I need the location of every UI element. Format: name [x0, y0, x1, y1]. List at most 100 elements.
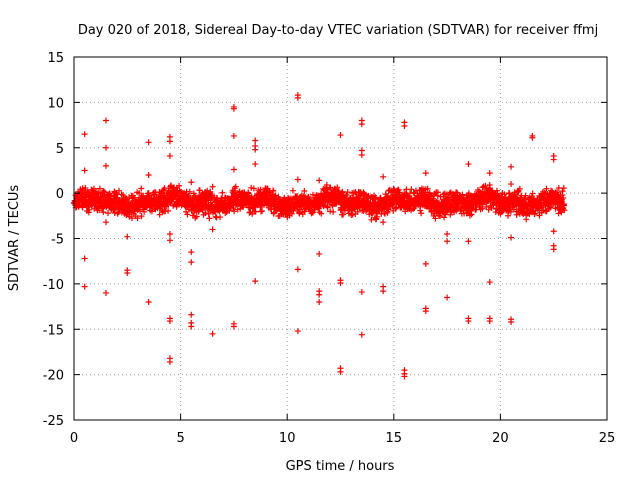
- data-point: [359, 196, 366, 203]
- data-point: [166, 152, 173, 159]
- data-point: [358, 121, 365, 128]
- data-point: [554, 189, 561, 196]
- data-point: [316, 291, 323, 298]
- data-point: [358, 152, 365, 159]
- data-point: [102, 289, 109, 296]
- data-point: [294, 266, 301, 273]
- data-point: [270, 187, 277, 194]
- data-point: [324, 204, 331, 211]
- data-point: [465, 238, 472, 245]
- data-point: [344, 189, 351, 196]
- data-point: [334, 184, 341, 191]
- data-point: [318, 210, 325, 217]
- data-point: [339, 188, 346, 195]
- data-point: [111, 210, 118, 217]
- data-point: [422, 260, 429, 267]
- data-point: [508, 163, 515, 170]
- data-point: [337, 132, 344, 139]
- x-axis-label: GPS time / hours: [286, 459, 395, 474]
- data-point: [560, 185, 567, 192]
- data-point: [230, 166, 237, 173]
- data-point: [432, 215, 439, 222]
- data-point: [465, 161, 472, 168]
- data-point: [259, 207, 266, 214]
- y-tick-label: 15: [47, 51, 64, 66]
- data-point: [374, 213, 381, 220]
- chart-title: Day 020 of 2018, Sidereal Day-to-day VTE…: [78, 23, 598, 38]
- data-point: [343, 191, 350, 198]
- data-point: [358, 289, 365, 296]
- data-point: [188, 249, 195, 256]
- data-point: [217, 214, 224, 221]
- data-point: [196, 187, 203, 194]
- x-tick-label: 25: [599, 431, 616, 446]
- data-point: [354, 208, 361, 215]
- data-point: [270, 209, 277, 216]
- data-point: [516, 185, 523, 192]
- data-point: [341, 207, 348, 214]
- data-point: [124, 233, 131, 240]
- data-point: [138, 213, 145, 220]
- data-point: [337, 279, 344, 286]
- data-point: [424, 185, 431, 192]
- axes: 0 5 10 15 20 25 15 10 5 0 -5 -10 -15 -20 -25: [43, 51, 616, 446]
- data-point: [115, 187, 122, 194]
- data-point: [384, 209, 391, 216]
- data-point: [294, 328, 301, 335]
- data-point: [136, 190, 143, 197]
- data-point: [380, 219, 387, 226]
- data-point: [188, 323, 195, 330]
- data-points: [71, 92, 568, 380]
- data-point: [486, 279, 493, 286]
- data-point: [401, 122, 408, 129]
- data-point: [209, 226, 216, 233]
- data-point: [316, 177, 323, 184]
- data-point: [550, 156, 557, 163]
- data-point: [188, 179, 195, 186]
- y-tick-label: -5: [51, 233, 64, 248]
- data-point: [372, 194, 379, 201]
- x-tick-label: 10: [279, 431, 296, 446]
- y-axis-label: SDTVAR / TECUs: [7, 185, 22, 292]
- data-point: [129, 215, 136, 222]
- data-point: [559, 192, 566, 199]
- data-point: [380, 288, 387, 295]
- data-point: [330, 208, 337, 215]
- data-point: [508, 181, 515, 188]
- x-tick-label: 5: [176, 431, 184, 446]
- data-point: [104, 210, 111, 217]
- data-point: [166, 318, 173, 325]
- data-point: [418, 210, 425, 217]
- data-point: [486, 181, 493, 188]
- data-point: [266, 189, 273, 196]
- data-point: [508, 234, 515, 241]
- data-point: [102, 144, 109, 151]
- data-point: [422, 308, 429, 315]
- data-point: [166, 138, 173, 145]
- data-point: [506, 190, 513, 197]
- plot-frame: [73, 56, 608, 421]
- data-point: [209, 183, 216, 190]
- data-point: [252, 208, 259, 215]
- data-point: [342, 193, 349, 200]
- data-point: [547, 204, 554, 211]
- data-point: [199, 206, 206, 213]
- data-point: [209, 330, 216, 337]
- data-point: [327, 184, 334, 191]
- data-point: [167, 183, 174, 190]
- data-point: [145, 171, 152, 178]
- y-tick-label: 5: [56, 142, 64, 157]
- data-point: [252, 278, 259, 285]
- y-tick-label: -20: [43, 369, 64, 384]
- x-tick-label: 15: [386, 431, 403, 446]
- data-point: [250, 185, 257, 192]
- data-point: [340, 211, 347, 218]
- data-point: [561, 207, 568, 214]
- data-point: [106, 190, 113, 197]
- data-point: [86, 206, 93, 213]
- data-point: [320, 202, 327, 209]
- data-point: [508, 318, 515, 325]
- data-point: [240, 204, 247, 211]
- data-point: [96, 185, 103, 192]
